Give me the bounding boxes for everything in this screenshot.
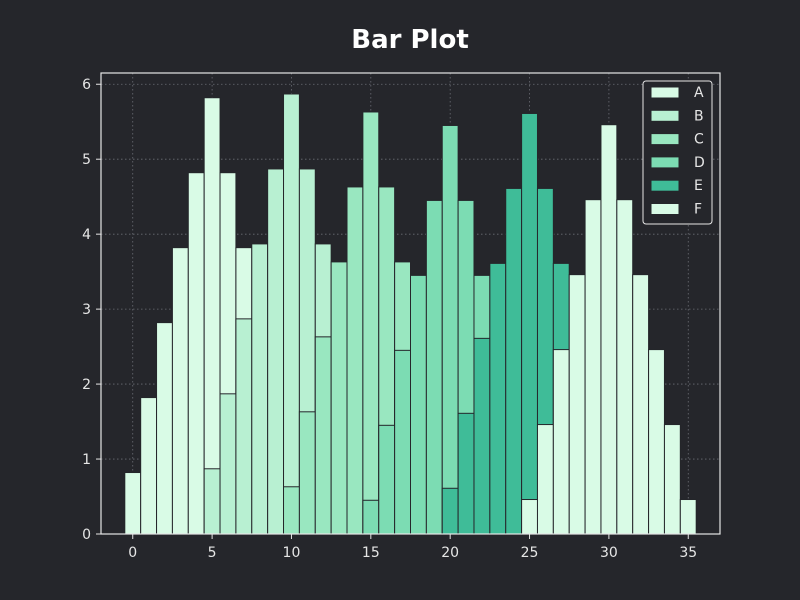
bar-c (314, 336, 332, 535)
bars-layer (124, 93, 697, 535)
bar-f (536, 424, 554, 535)
bar-d (410, 274, 427, 535)
bar-a (171, 247, 189, 535)
legend-swatch-e (650, 179, 680, 192)
x-tick-label: 10 (283, 545, 301, 561)
bar-a (187, 172, 205, 535)
legend-label-a: A (694, 85, 704, 101)
bar-d (425, 199, 443, 535)
bar-a (140, 397, 158, 535)
y-tick-label: 0 (82, 527, 91, 543)
bar-f (616, 199, 634, 535)
bar-b (235, 318, 253, 535)
y-tick-label: 2 (82, 377, 91, 393)
bar-f (584, 199, 602, 535)
legend-label-b: B (694, 108, 704, 124)
bar-f (632, 274, 650, 535)
bar-e (473, 337, 491, 535)
bar-d (362, 499, 380, 535)
bar-c (298, 411, 316, 535)
x-axis-ticks: 0 5 10 15 20 25 30 35 (128, 534, 697, 561)
chart-title: Bar Plot (351, 25, 469, 55)
legend-label-f: F (694, 202, 702, 218)
bar-b (203, 468, 221, 535)
y-tick-label: 5 (82, 152, 91, 168)
x-tick-label: 5 (208, 545, 217, 561)
bar-a (156, 322, 173, 535)
plot-frame (100, 72, 721, 535)
x-tick-label: 0 (128, 545, 137, 561)
bar-f (648, 349, 665, 535)
legend-swatch-d (650, 156, 680, 169)
bar-b (283, 93, 300, 535)
legend-swatch-c (650, 133, 680, 146)
bar-f (552, 349, 570, 535)
bar-a (124, 472, 142, 535)
bar-e (489, 262, 507, 535)
bar-c (362, 111, 380, 535)
bar-f (568, 274, 586, 535)
y-tick-label: 3 (82, 302, 91, 318)
bar-b (219, 393, 237, 535)
bar-e (505, 187, 523, 535)
legend-label-e: E (694, 178, 703, 194)
x-tick-label: 20 (441, 545, 459, 561)
bar-d (394, 349, 411, 535)
legend-label-c: C (694, 132, 704, 148)
y-tick-label: 6 (82, 77, 91, 93)
bar-c (330, 261, 348, 535)
y-tick-label: 1 (82, 452, 91, 468)
x-tick-label: 35 (679, 545, 697, 561)
x-tick-label: 30 (600, 545, 618, 561)
y-tick-label: 4 (82, 227, 91, 243)
legend-swatch-a (650, 86, 680, 99)
legend-swatch-b (650, 109, 680, 122)
bar-e (457, 412, 475, 535)
x-tick-label: 25 (521, 545, 539, 561)
bar-b (267, 168, 285, 535)
bar-e (441, 487, 459, 535)
bar-e (521, 112, 538, 535)
bar-b (251, 243, 269, 535)
bar-f (663, 424, 681, 535)
x-tick-label: 15 (362, 545, 380, 561)
legend-label-d: D (694, 155, 705, 171)
bar-c (283, 486, 300, 535)
bar-d (378, 424, 396, 535)
y-axis-ticks: 0 1 2 3 4 5 6 (82, 77, 101, 543)
bar-d (441, 124, 459, 535)
bar-f (600, 124, 618, 535)
legend-swatch-f (650, 203, 680, 215)
bar-f (521, 499, 538, 535)
bar-c (346, 186, 364, 535)
bar-f (679, 499, 697, 535)
